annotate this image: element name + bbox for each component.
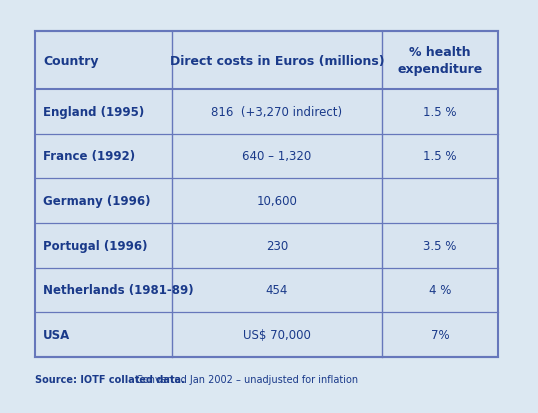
Bar: [35, 32, 498, 357]
Text: France (1992): France (1992): [43, 150, 135, 163]
Text: 3.5 %: 3.5 %: [423, 239, 457, 252]
Text: 640 – 1,320: 640 – 1,320: [242, 150, 312, 163]
Text: Source: IOTF collated data.: Source: IOTF collated data.: [35, 374, 185, 384]
Text: Converted Jan 2002 – unadjusted for inflation: Converted Jan 2002 – unadjusted for infl…: [133, 374, 358, 384]
Text: 1.5 %: 1.5 %: [423, 150, 457, 163]
Bar: [35, 32, 498, 357]
Text: England (1995): England (1995): [43, 106, 144, 119]
Text: % health
expenditure: % health expenditure: [398, 46, 483, 75]
Text: Netherlands (1981-89): Netherlands (1981-89): [43, 284, 194, 297]
Text: 7%: 7%: [431, 328, 449, 341]
Text: 230: 230: [266, 239, 288, 252]
Text: Germany (1996): Germany (1996): [43, 195, 151, 208]
Text: 10,600: 10,600: [257, 195, 298, 208]
Text: 816  (+3,270 indirect): 816 (+3,270 indirect): [211, 106, 343, 119]
Text: 4 %: 4 %: [429, 284, 451, 297]
Text: 1.5 %: 1.5 %: [423, 106, 457, 119]
Text: Country: Country: [43, 55, 98, 67]
Text: US$ 70,000: US$ 70,000: [243, 328, 311, 341]
Text: Portugal (1996): Portugal (1996): [43, 239, 147, 252]
Text: 454: 454: [266, 284, 288, 297]
Text: Direct costs in Euros (millions): Direct costs in Euros (millions): [169, 55, 384, 67]
Text: USA: USA: [43, 328, 70, 341]
